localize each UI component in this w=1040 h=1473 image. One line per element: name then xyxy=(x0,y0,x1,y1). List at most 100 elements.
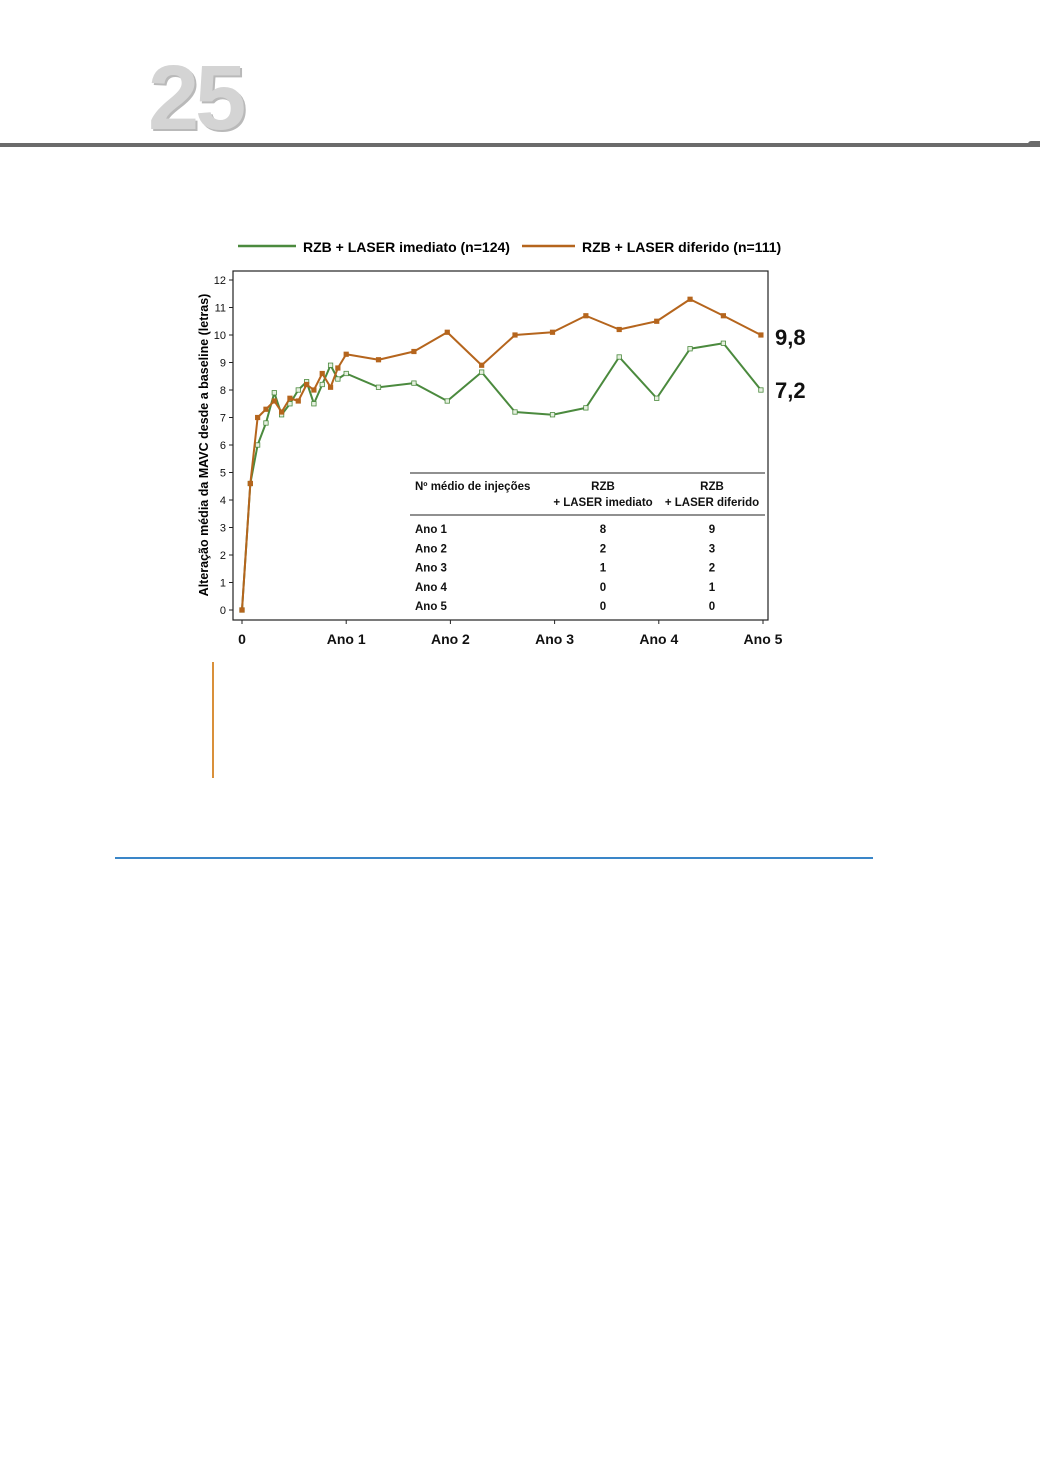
y-tick-label: 10 xyxy=(214,330,226,342)
data-point-immediate xyxy=(616,354,622,360)
y-tick-label: 8 xyxy=(220,385,226,397)
y-tick-label: 12 xyxy=(214,275,226,287)
data-point-deferred xyxy=(343,351,349,357)
data-point-immediate xyxy=(654,395,660,401)
table-cell: 9 xyxy=(709,524,715,536)
y-tick-label: 9 xyxy=(220,358,226,370)
legend-label-immediate: RZB + LASER imediato (n=124) xyxy=(303,239,510,255)
data-point-deferred xyxy=(444,329,450,335)
data-point-deferred xyxy=(271,398,277,404)
table-cell: 1 xyxy=(709,582,716,594)
data-point-immediate xyxy=(512,409,518,415)
data-point-immediate xyxy=(444,398,450,404)
table-header-cell: + LASER imediato xyxy=(553,497,652,509)
data-point-deferred xyxy=(278,409,285,415)
y-tick-label: 11 xyxy=(215,303,226,315)
data-point-deferred xyxy=(335,365,341,371)
series-layer xyxy=(239,296,764,613)
data-point-deferred xyxy=(512,332,518,338)
y-tick-label: 7 xyxy=(220,413,226,425)
y-tick-label: 6 xyxy=(220,440,226,452)
header-rule-end xyxy=(1028,141,1040,147)
data-point-immediate xyxy=(687,346,693,352)
data-point-deferred xyxy=(375,357,382,363)
legend-label-deferred: RZB + LASER diferido (n=111) xyxy=(582,239,781,255)
data-point-deferred xyxy=(616,326,622,333)
table-cell: Ano 3 xyxy=(415,563,447,575)
orange-accent-bar xyxy=(212,662,214,778)
data-point-immediate xyxy=(411,380,417,386)
table-cell: 2 xyxy=(600,543,606,555)
y-tick-label: 3 xyxy=(220,523,226,535)
final-value-immediate: 7,2 xyxy=(775,378,806,403)
table-header-cell: RZB xyxy=(591,481,615,493)
x-ticks: 0 Ano 1 Ano 2 Ano 3 Ano 4 Ano 5 xyxy=(238,620,783,647)
data-point-deferred xyxy=(687,296,693,302)
data-point-deferred xyxy=(758,332,764,338)
data-point-immediate xyxy=(295,387,301,393)
data-point-deferred xyxy=(247,480,253,487)
chart: RZB + LASER imediato (n=124) RZB + LASER… xyxy=(197,239,806,647)
y-axis-title: Alteração média da MAVC desde a baseline… xyxy=(197,294,211,597)
data-point-immediate xyxy=(311,401,317,407)
data-point-deferred xyxy=(311,387,317,393)
data-point-deferred xyxy=(263,406,269,412)
data-point-immediate xyxy=(583,405,589,411)
data-point-deferred xyxy=(654,318,660,324)
data-point-immediate xyxy=(343,370,349,377)
y-tick-label: 5 xyxy=(220,468,226,480)
table-cell: Ano 4 xyxy=(415,582,448,594)
table-header-cell: Nº médio de injeções xyxy=(415,481,530,493)
data-point-immediate xyxy=(479,369,485,375)
y-tick-label: 4 xyxy=(220,495,226,507)
data-point-immediate xyxy=(319,381,325,388)
table-header-cell: + LASER diferido xyxy=(665,497,759,509)
table-header-cell: RZB xyxy=(700,481,724,493)
series-line-immediate xyxy=(241,342,762,611)
data-point-deferred xyxy=(255,414,261,421)
x-tick-label: 0 xyxy=(238,631,246,647)
y-tick-label: 2 xyxy=(220,550,226,562)
table-cell: 0 xyxy=(709,601,715,613)
table-cell: Ano 5 xyxy=(415,601,448,613)
data-point-immediate xyxy=(335,376,341,382)
data-point-deferred xyxy=(295,398,301,404)
end-labels: 9,8 7,2 xyxy=(775,325,806,403)
y-tick-label: 0 xyxy=(220,605,226,617)
table-cell: 3 xyxy=(709,543,715,555)
legend: RZB + LASER imediato (n=124) RZB + LASER… xyxy=(238,239,781,255)
data-point-deferred xyxy=(411,348,417,355)
data-point-immediate xyxy=(375,384,382,390)
table-cell: 0 xyxy=(600,582,606,594)
x-tick-label: Ano 3 xyxy=(535,631,574,647)
x-tick-label: Ano 1 xyxy=(327,631,366,647)
data-point-deferred xyxy=(319,370,325,377)
data-point-deferred xyxy=(720,313,727,319)
table-background xyxy=(402,470,766,615)
table-cell: 0 xyxy=(600,601,606,613)
data-point-deferred xyxy=(239,607,245,613)
data-point-immediate xyxy=(263,420,269,426)
data-point-immediate xyxy=(758,387,764,393)
data-point-immediate xyxy=(549,412,556,418)
data-point-deferred xyxy=(327,384,334,390)
header-rule xyxy=(0,143,1040,147)
data-point-deferred xyxy=(583,313,589,319)
x-tick-label: Ano 5 xyxy=(744,631,783,647)
final-value-deferred: 9,8 xyxy=(775,325,806,350)
x-tick-label: Ano 2 xyxy=(431,631,470,647)
section-divider xyxy=(115,857,873,859)
table-cell: 1 xyxy=(600,563,607,575)
y-tick-label: 1 xyxy=(220,578,226,590)
data-point-immediate xyxy=(720,340,727,346)
injections-table: Nº médio de injeções RZB + LASER imediato R… xyxy=(402,470,766,615)
x-tick-label: Ano 4 xyxy=(639,631,678,647)
data-point-deferred xyxy=(479,362,485,368)
table-cell: Ano 2 xyxy=(415,543,447,555)
data-point-immediate xyxy=(271,390,277,396)
data-point-deferred xyxy=(304,381,310,388)
table-cell: Ano 1 xyxy=(415,524,448,536)
table-cell: 8 xyxy=(600,524,607,536)
page-number: 25 xyxy=(148,47,246,149)
